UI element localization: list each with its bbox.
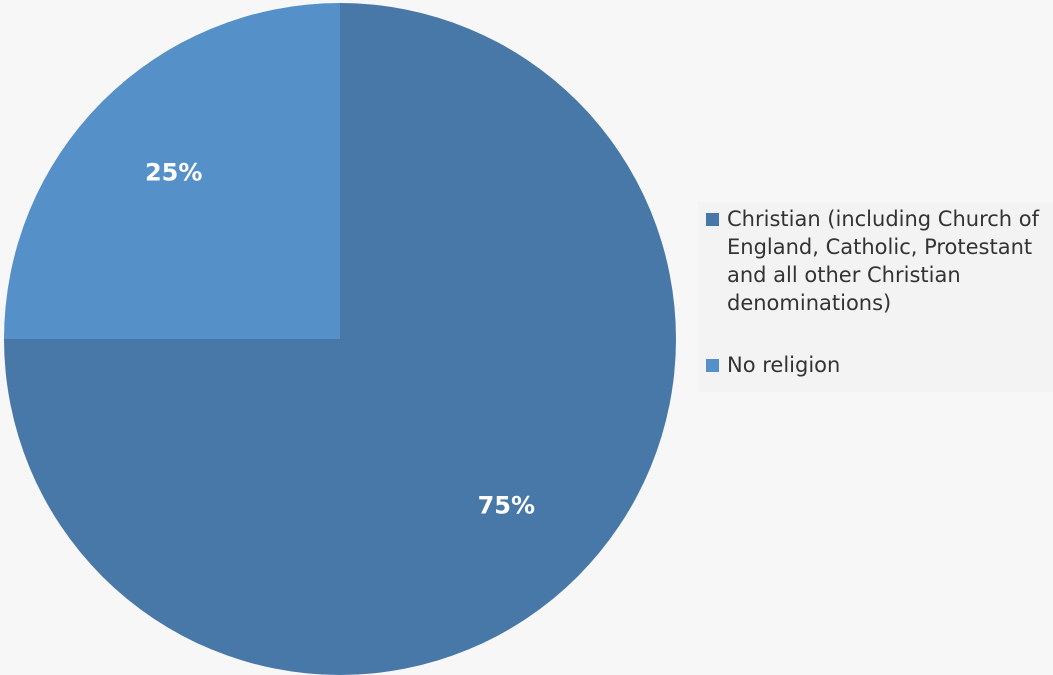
legend-label-no-religion: No religion [727, 353, 841, 377]
legend-item-christian: Christian (including Church of England, … [706, 205, 1046, 317]
legend-item-no-religion: No religion [706, 351, 1046, 379]
legend-swatch-christian [706, 213, 719, 226]
data-label-christian: 75% [478, 491, 535, 519]
legend-swatch-no-religion [706, 359, 719, 372]
pie-slice-no-religion [4, 3, 340, 339]
pie-plot-area: 75% 25% [4, 3, 676, 675]
legend-label-christian: Christian (including Church of England, … [727, 207, 1040, 315]
data-label-no-religion: 25% [145, 159, 202, 187]
legend: Christian (including Church of England, … [698, 202, 1053, 392]
